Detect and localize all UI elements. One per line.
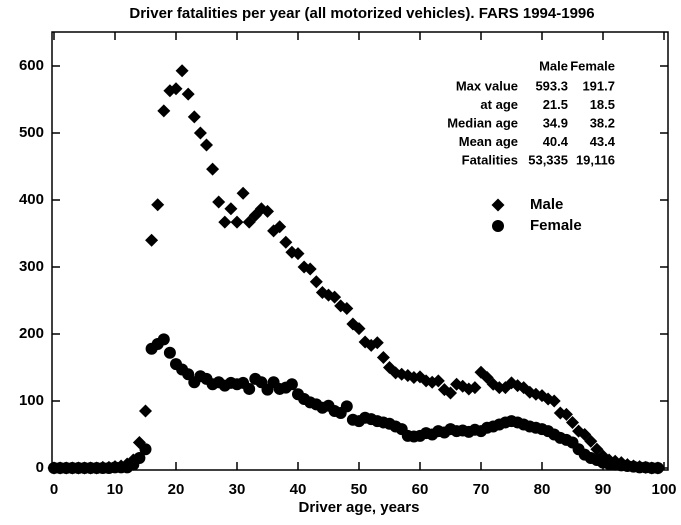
y-tick-label: 400 bbox=[19, 191, 44, 208]
stats-label: Max value bbox=[456, 78, 518, 93]
marker-diamond bbox=[218, 215, 232, 229]
stats-header: Female bbox=[570, 58, 615, 73]
marker-diamond bbox=[151, 198, 165, 212]
stats-label: Mean age bbox=[459, 134, 518, 149]
marker-diamond bbox=[224, 202, 238, 216]
marker-diamond bbox=[444, 386, 457, 400]
marker-diamond bbox=[309, 275, 323, 289]
marker-circle bbox=[285, 378, 298, 391]
stats-label: Median age bbox=[447, 115, 518, 130]
marker-diamond bbox=[279, 235, 293, 249]
stats-value: 43.4 bbox=[590, 134, 616, 149]
marker-circle bbox=[133, 451, 146, 464]
x-axis-label: Driver age, years bbox=[299, 499, 420, 516]
stats-value: 18.5 bbox=[590, 97, 615, 112]
marker-diamond bbox=[559, 407, 573, 421]
marker-diamond bbox=[261, 204, 274, 218]
marker-diamond bbox=[547, 394, 561, 408]
marker-diamond bbox=[200, 138, 213, 152]
stats-value: 21.5 bbox=[543, 97, 568, 112]
y-tick-label: 0 bbox=[36, 459, 44, 476]
x-tick-label: 80 bbox=[534, 481, 551, 498]
x-tick-label: 70 bbox=[473, 481, 490, 498]
marker-circle bbox=[157, 333, 170, 346]
x-tick-label: 40 bbox=[290, 481, 307, 498]
marker-diamond bbox=[157, 104, 171, 118]
marker-circle bbox=[651, 462, 664, 474]
marker-diamond bbox=[352, 322, 366, 336]
x-tick-label: 60 bbox=[412, 481, 429, 498]
marker-diamond bbox=[584, 434, 598, 448]
legend-label: Female bbox=[530, 217, 582, 234]
marker-diamond bbox=[181, 87, 195, 101]
stats-label: Fatalities bbox=[462, 152, 518, 167]
y-tick-label: 200 bbox=[19, 325, 44, 342]
stats-value: 34.9 bbox=[543, 115, 568, 130]
marker-diamond bbox=[303, 262, 317, 276]
y-tick-label: 300 bbox=[19, 258, 44, 275]
plot-frame bbox=[51, 31, 669, 471]
stats-value: 593.3 bbox=[535, 78, 568, 93]
x-tick-label: 30 bbox=[229, 481, 246, 498]
stats-value: 40.4 bbox=[543, 134, 569, 149]
x-tick-label: 50 bbox=[351, 481, 368, 498]
x-tick-label: 90 bbox=[595, 481, 612, 498]
marker-diamond bbox=[139, 404, 152, 418]
stats-value: 38.2 bbox=[590, 115, 615, 130]
marker-diamond bbox=[236, 186, 250, 200]
marker-diamond bbox=[370, 336, 384, 350]
marker-diamond bbox=[566, 415, 579, 429]
marker-circle bbox=[139, 443, 152, 456]
stats-value: 53,335 bbox=[528, 152, 568, 167]
marker-diamond bbox=[187, 110, 201, 124]
stats-header: Male bbox=[539, 58, 568, 73]
marker-diamond bbox=[340, 302, 354, 316]
marker-diamond bbox=[169, 82, 183, 96]
marker-diamond bbox=[328, 290, 342, 304]
marker-circle bbox=[492, 220, 504, 232]
stats-value: 19,116 bbox=[576, 152, 615, 167]
chart-title: Driver fatalities per year (all motorize… bbox=[129, 5, 594, 22]
y-tick-label: 100 bbox=[19, 392, 44, 409]
marker-diamond bbox=[468, 381, 482, 395]
y-tick-label: 600 bbox=[19, 57, 44, 74]
x-tick-label: 0 bbox=[50, 481, 58, 498]
marker-diamond bbox=[175, 64, 189, 78]
marker-diamond bbox=[212, 195, 226, 209]
marker-diamond bbox=[193, 126, 207, 140]
marker-diamond bbox=[291, 247, 305, 261]
stats-label: at age bbox=[480, 97, 518, 112]
marker-diamond bbox=[273, 220, 287, 234]
marker-diamond bbox=[376, 350, 390, 364]
legend-label: Male bbox=[530, 196, 563, 213]
x-tick-label: 10 bbox=[107, 481, 124, 498]
stats-value: 191.7 bbox=[582, 78, 615, 93]
marker-diamond bbox=[230, 215, 244, 229]
marker-diamond bbox=[206, 162, 220, 176]
marker-diamond bbox=[145, 233, 159, 247]
marker-circle bbox=[163, 346, 176, 359]
marker-diamond bbox=[431, 374, 445, 388]
marker-diamond bbox=[491, 198, 505, 212]
x-tick-label: 20 bbox=[168, 481, 185, 498]
marker-circle bbox=[340, 400, 353, 413]
marker-circle bbox=[243, 382, 256, 395]
y-tick-label: 500 bbox=[19, 124, 44, 141]
marker-diamond bbox=[285, 245, 299, 259]
x-tick-label: 100 bbox=[651, 481, 676, 498]
